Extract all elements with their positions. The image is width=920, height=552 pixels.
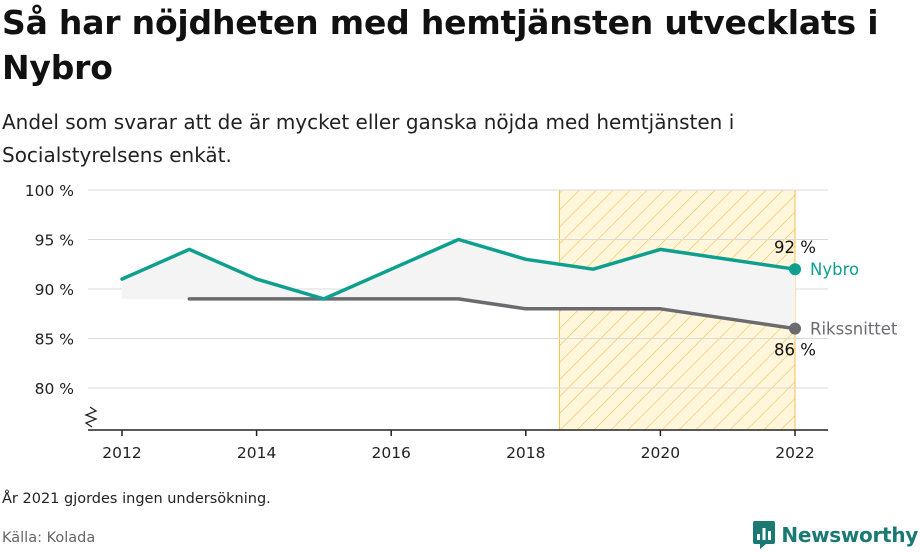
chart-title: Så har nöjdheten med hemtjänsten utveckl… bbox=[2, 3, 879, 87]
x-tick-label: 2020 bbox=[641, 444, 680, 462]
line-chart: 80 % 85 % 90 % 95 % 100 % 2012 2014 2016 2018 202… bbox=[25, 182, 898, 462]
series-line-nybro bbox=[120, 237, 797, 301]
y-tick-label: 100 % bbox=[25, 182, 74, 200]
y-tick-label: 85 % bbox=[35, 331, 74, 349]
end-point-rikssnittet bbox=[789, 322, 801, 335]
x-tick-label: 2012 bbox=[102, 444, 141, 462]
brand-logo: Newsworthy bbox=[752, 520, 918, 550]
source-label: Källa: Kolada bbox=[2, 530, 96, 546]
brand-name: Newsworthy bbox=[781, 523, 918, 547]
x-tick-label: 2016 bbox=[371, 444, 410, 462]
axis-break-icon bbox=[84, 406, 98, 428]
series-label-rikssnittet: Rikssnittet bbox=[810, 320, 898, 339]
value-label-rikssnittet: 86 % bbox=[774, 341, 816, 360]
difference-area bbox=[122, 239, 795, 329]
value-label-nybro: 92 % bbox=[774, 238, 816, 257]
x-tick-label: 2022 bbox=[775, 444, 814, 462]
end-point-nybro bbox=[789, 263, 801, 276]
chart-subtitle: Andel som svarar att de är mycket eller … bbox=[2, 110, 735, 167]
newsworthy-logo-icon bbox=[753, 521, 776, 549]
x-tick-label: 2018 bbox=[506, 444, 545, 462]
x-tick-label: 2014 bbox=[237, 444, 276, 462]
y-tick-label: 80 % bbox=[35, 380, 74, 398]
y-tick-label: 95 % bbox=[35, 232, 74, 250]
footnote: År 2021 gjordes ingen undersökning. bbox=[2, 491, 271, 507]
series-line-rikssnittet bbox=[187, 297, 797, 331]
series-label-nybro: Nybro bbox=[810, 260, 859, 279]
y-tick-label: 90 % bbox=[35, 281, 74, 299]
